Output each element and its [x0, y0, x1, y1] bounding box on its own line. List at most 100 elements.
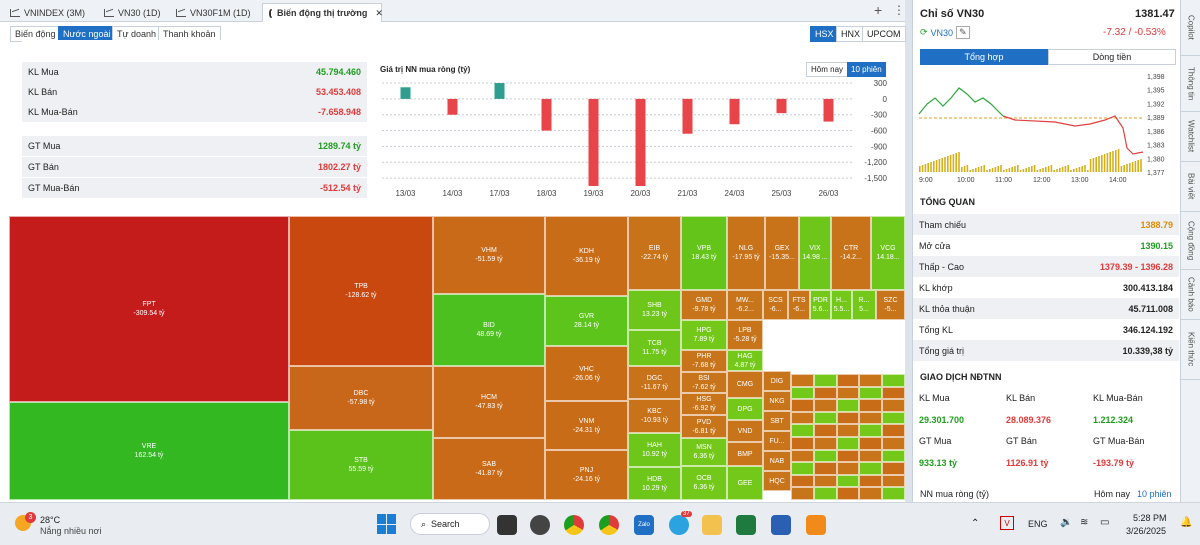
treemap-cell-small[interactable] [791, 462, 814, 475]
treemap-cell-tpb[interactable]: TPB -128.62 tỷ [289, 216, 433, 366]
side-tab[interactable]: Copilot [1181, 0, 1200, 56]
treemap-cell-small[interactable] [791, 424, 814, 437]
tab-vn30f1m[interactable]: VN30F1M (1D) [170, 3, 257, 22]
app-icon[interactable] [530, 515, 550, 535]
treemap-cell-gvr[interactable]: GVR 28.14 tỷ [545, 296, 628, 346]
treemap-cell-small[interactable] [813, 424, 837, 437]
treemap-cell-bmp[interactable]: BMP [727, 442, 763, 466]
treemap-cell-small[interactable] [836, 411, 860, 425]
tab-vn30[interactable]: VN30 (1D) [98, 3, 167, 22]
treemap-cell-small[interactable] [882, 437, 905, 450]
tab-market-movement[interactable]: Biến động thị trường ✕ [262, 3, 383, 22]
treemap-cell-small[interactable] [813, 449, 837, 463]
treemap-cell-small[interactable] [836, 386, 860, 400]
treemap-cell-pnj[interactable]: PNJ -24.16 tỷ [545, 450, 628, 500]
treemap-cell-small[interactable] [836, 399, 860, 412]
treemap-cell-hah[interactable]: HAH 10.92 tỷ [628, 433, 681, 467]
treemap-cell-small[interactable] [813, 462, 837, 475]
treemap-cell-vhc[interactable]: VHC -26.06 tỷ [545, 346, 628, 401]
treemap-cell-small[interactable] [836, 449, 860, 463]
net-10-btn[interactable]: 10 phiên [1137, 489, 1172, 499]
exchange-upcom[interactable]: UPCOM [862, 26, 906, 42]
treemap-cell-small[interactable] [791, 449, 814, 463]
treemap-cell-small[interactable] [882, 386, 905, 400]
treemap-cell-vix[interactable]: VIX 14.98 ... [799, 216, 831, 290]
treemap-cell-small[interactable] [882, 487, 905, 500]
treemap-cell-pvd[interactable]: PVD -6.81 tỷ [681, 415, 727, 438]
treemap-cell-small[interactable] [813, 411, 837, 425]
tab-summary[interactable]: Tổng hợp [920, 49, 1048, 65]
treemap-cell-small[interactable] [813, 374, 837, 387]
treemap-cell-ocb[interactable]: OCB 6.36 tỷ [681, 466, 727, 500]
treemap-cell-bsi[interactable]: BSI -7.62 tỷ [681, 372, 727, 393]
treemap-cell-small[interactable] [791, 399, 814, 412]
zalo-icon[interactable]: Zalo [634, 515, 654, 535]
treemap-cell-sab[interactable]: SAB -41.87 tỷ [433, 438, 545, 500]
treemap-cell-small[interactable] [859, 424, 883, 437]
side-tab[interactable]: Kiến thức [1181, 320, 1200, 380]
treemap-cell-vnm[interactable]: VNM -24.31 tỷ [545, 401, 628, 450]
treemap-cell-small[interactable] [791, 487, 814, 500]
folder-icon[interactable] [702, 515, 722, 535]
side-tab[interactable]: Cộng đồng [1181, 212, 1200, 270]
treemap-cell-vre[interactable]: VRE 162.54 tỷ [9, 402, 289, 500]
close-icon[interactable]: ✕ [375, 7, 383, 18]
treemap-cell-small[interactable] [859, 487, 883, 500]
treemap-cell-kdh[interactable]: KDH -36.19 tỷ [545, 216, 628, 296]
treemap-cell-fu[interactable]: FU... [763, 431, 791, 451]
treemap-cell-small[interactable] [859, 411, 883, 425]
treemap-cell-tcb[interactable]: TCB 11.75 tỷ [628, 330, 681, 366]
treemap-cell-small[interactable] [791, 474, 814, 488]
side-tab[interactable]: Thông tin [1181, 56, 1200, 112]
treemap-cell-small[interactable] [791, 437, 814, 450]
treemap-cell-r[interactable]: R... 5... [852, 290, 876, 320]
treemap-cell-small[interactable] [859, 399, 883, 412]
treemap-cell-small[interactable] [813, 399, 837, 412]
treemap-cell-phr[interactable]: PHR -7.68 tỷ [681, 350, 727, 372]
chrome-icon-2[interactable] [599, 515, 619, 535]
treemap-cell-gex[interactable]: GEX -15.35... [765, 216, 799, 290]
treemap-cell-hsg[interactable]: HSG -6.92 tỷ [681, 393, 727, 415]
treemap-cell-nab[interactable]: NAB [763, 451, 791, 471]
wifi-icon[interactable]: ≋ [1080, 517, 1089, 528]
side-tab[interactable]: Cảnh báo [1181, 270, 1200, 320]
taskbar-search[interactable]: ⌕ Search [410, 513, 490, 535]
treemap-cell-dpg[interactable]: DPG [727, 398, 763, 420]
language[interactable]: ENG [1028, 519, 1048, 529]
edit-icon[interactable]: ✎ [956, 26, 970, 39]
treemap-cell-msn[interactable]: MSN 6.36 tỷ [681, 438, 727, 466]
tab-cashflow[interactable]: Dòng tiền [1048, 49, 1176, 65]
treemap-cell-stb[interactable]: STB 55.59 tỷ [289, 430, 433, 500]
app-orange-icon[interactable] [806, 515, 826, 535]
excel-icon[interactable] [736, 515, 756, 535]
period-today[interactable]: Hôm nay [806, 62, 849, 77]
battery-icon[interactable]: ▭ [1100, 517, 1110, 528]
treemap-cell-small[interactable] [882, 374, 905, 387]
treemap-cell-small[interactable] [882, 449, 905, 463]
treemap-cell-hag[interactable]: HAG 4.87 tỷ [727, 350, 763, 371]
treemap-cell-small[interactable] [859, 386, 883, 400]
treemap-cell-vcg[interactable]: VCG 14.18... [871, 216, 905, 290]
side-tab[interactable]: Bài viết [1181, 162, 1200, 212]
treemap-cell-hpg[interactable]: HPG 7.89 tỷ [681, 320, 727, 350]
treemap-cell-bid[interactable]: BID 48.69 tỷ [433, 294, 545, 366]
treemap-cell-fpt[interactable]: FPT -309.54 tỷ [9, 216, 289, 402]
treemap-cell-small[interactable] [836, 462, 860, 475]
side-tab[interactable]: Watchlist [1181, 112, 1200, 162]
treemap-cell-small[interactable] [882, 424, 905, 437]
treemap-cell-hcm[interactable]: HCM -47.83 tỷ [433, 366, 545, 438]
exchange-hsx[interactable]: HSX [810, 26, 839, 42]
tab-vnindex[interactable]: VNINDEX (3M) [4, 3, 91, 22]
treemap-cell-eib[interactable]: EIB -22.74 tỷ [628, 216, 681, 290]
treemap-cell-nkg[interactable]: NKG [763, 391, 791, 411]
notification-icon[interactable]: 🔔 [1180, 517, 1193, 528]
treemap-cell-lpb[interactable]: LPB -5.28 tỷ [727, 320, 763, 350]
telegram-icon[interactable] [669, 515, 689, 535]
treemap-cell-small[interactable] [836, 474, 860, 488]
treemap-cell-small[interactable] [859, 474, 883, 488]
treemap-cell-small[interactable] [836, 374, 860, 387]
treemap-cell-fts[interactable]: FTS -6... [788, 290, 810, 320]
treemap-cell-hdb[interactable]: HDB 10.29 tỷ [628, 467, 681, 500]
taskview-icon[interactable] [497, 515, 517, 535]
period-10[interactable]: 10 phiên [847, 62, 886, 77]
